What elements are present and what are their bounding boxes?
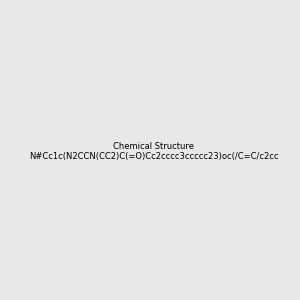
Text: Chemical Structure
N#Cc1c(N2CCN(CC2)C(=O)Cc2cccc3ccccc23)oc(/C=C/c2cc: Chemical Structure N#Cc1c(N2CCN(CC2)C(=O…: [29, 142, 278, 161]
